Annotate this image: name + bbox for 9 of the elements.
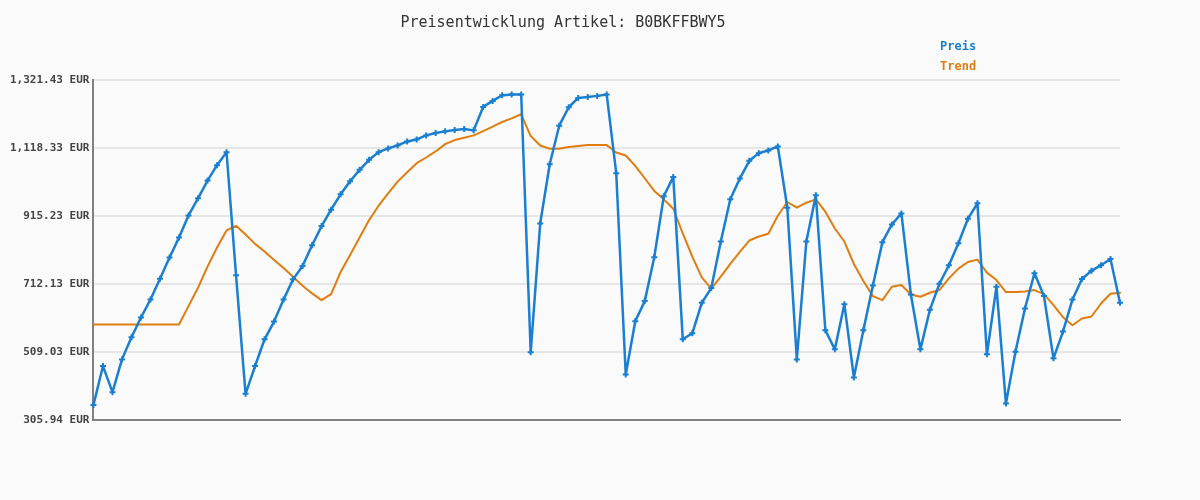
text: Trend bbox=[940, 59, 977, 74]
chart-title: Preisentwicklung Artikel: B0BKFFBWY5 bbox=[400, 12, 726, 31]
y-tick-label: 1,321.43 EUR bbox=[9, 72, 90, 86]
y-tick-label: 305.94 EUR bbox=[23, 412, 90, 426]
y-tick-label: 712.13 EUR bbox=[23, 276, 90, 290]
text: Preis bbox=[940, 39, 977, 54]
y-tick-label: 1,118.33 EUR bbox=[9, 140, 90, 154]
y-tick-label: 509.03 EUR bbox=[23, 344, 90, 358]
y-tick-label: 915.23 EUR bbox=[23, 208, 90, 222]
